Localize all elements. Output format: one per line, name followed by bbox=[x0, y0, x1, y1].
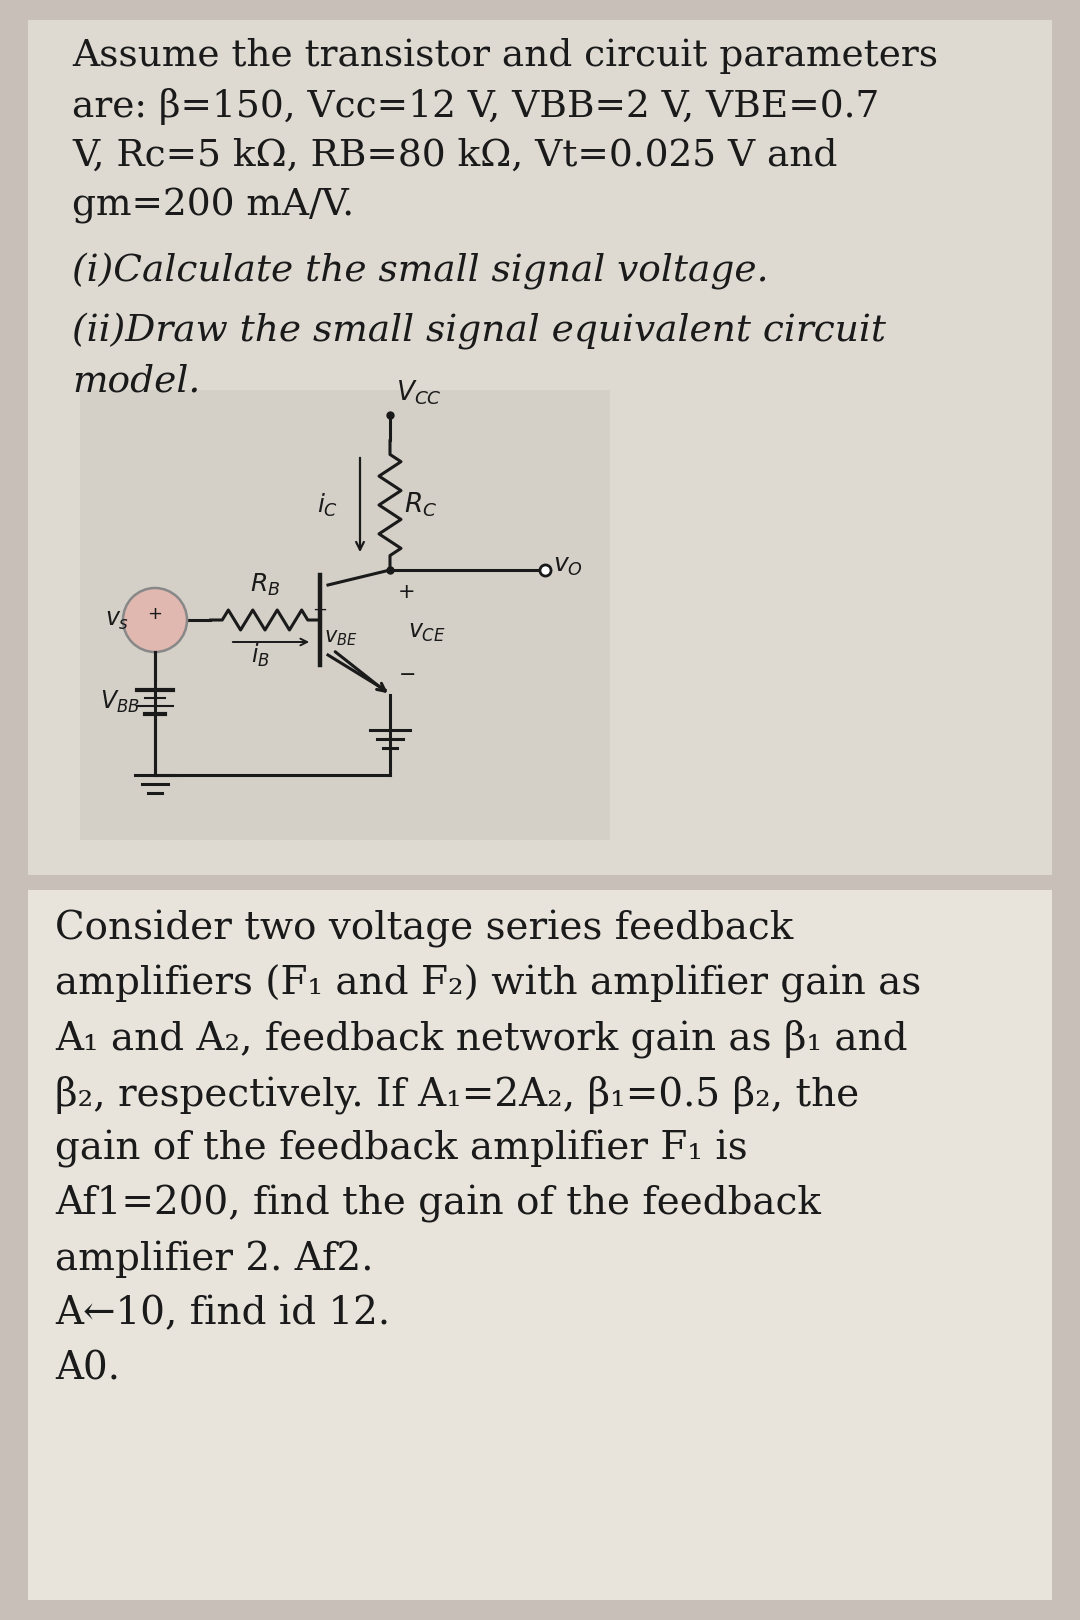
Text: A₁ and A₂, feedback network gain as β₁ and: A₁ and A₂, feedback network gain as β₁ a… bbox=[55, 1021, 907, 1058]
Text: $-$: $-$ bbox=[399, 663, 415, 684]
Text: Consider two voltage series feedback: Consider two voltage series feedback bbox=[55, 910, 793, 948]
Text: $R_C$: $R_C$ bbox=[404, 491, 437, 520]
FancyBboxPatch shape bbox=[80, 390, 610, 841]
Text: +: + bbox=[148, 604, 162, 624]
Text: $v_{BE}$: $v_{BE}$ bbox=[324, 629, 357, 648]
Text: A←10, find id 12.: A←10, find id 12. bbox=[55, 1294, 390, 1332]
Text: Af1=200, find the gain of the feedback: Af1=200, find the gain of the feedback bbox=[55, 1184, 821, 1223]
Text: $v_{CE}$: $v_{CE}$ bbox=[408, 620, 446, 643]
Text: are: β=150, Vcc=12 V, VBB=2 V, VBE=0.7: are: β=150, Vcc=12 V, VBB=2 V, VBE=0.7 bbox=[72, 87, 879, 125]
Text: (i)Calculate the small signal voltage.: (i)Calculate the small signal voltage. bbox=[72, 253, 769, 290]
Text: β₂, respectively. If A₁=2A₂, β₁=0.5 β₂, the: β₂, respectively. If A₁=2A₂, β₁=0.5 β₂, … bbox=[55, 1076, 860, 1113]
Text: gain of the feedback amplifier F₁ is: gain of the feedback amplifier F₁ is bbox=[55, 1131, 747, 1168]
Text: (ii)Draw the small signal equivalent circuit: (ii)Draw the small signal equivalent cir… bbox=[72, 313, 886, 350]
Text: +: + bbox=[399, 582, 416, 603]
Text: amplifiers (F₁ and F₂) with amplifier gain as: amplifiers (F₁ and F₂) with amplifier ga… bbox=[55, 966, 921, 1003]
Text: V, Rc=5 kΩ, RB=80 kΩ, Vt=0.025 V and: V, Rc=5 kΩ, RB=80 kΩ, Vt=0.025 V and bbox=[72, 138, 837, 173]
FancyBboxPatch shape bbox=[28, 19, 1052, 875]
Text: A0.: A0. bbox=[55, 1349, 120, 1387]
FancyBboxPatch shape bbox=[28, 889, 1052, 1601]
Text: model.: model. bbox=[72, 363, 200, 399]
Text: amplifier 2. Af2.: amplifier 2. Af2. bbox=[55, 1239, 374, 1278]
Text: $V_{CC}$: $V_{CC}$ bbox=[396, 379, 442, 407]
Text: $V_{BB}$: $V_{BB}$ bbox=[100, 688, 139, 714]
Text: gm=200 mA/V.: gm=200 mA/V. bbox=[72, 188, 354, 224]
Text: $v_O$: $v_O$ bbox=[553, 554, 583, 577]
Text: $i_C$: $i_C$ bbox=[316, 491, 338, 518]
Text: $R_B$: $R_B$ bbox=[249, 572, 280, 598]
Text: Assume the transistor and circuit parameters: Assume the transistor and circuit parame… bbox=[72, 37, 939, 75]
Text: $v_s$: $v_s$ bbox=[105, 609, 130, 632]
Circle shape bbox=[123, 588, 187, 651]
Text: $i_B$: $i_B$ bbox=[251, 642, 269, 669]
Text: +: + bbox=[312, 601, 327, 619]
